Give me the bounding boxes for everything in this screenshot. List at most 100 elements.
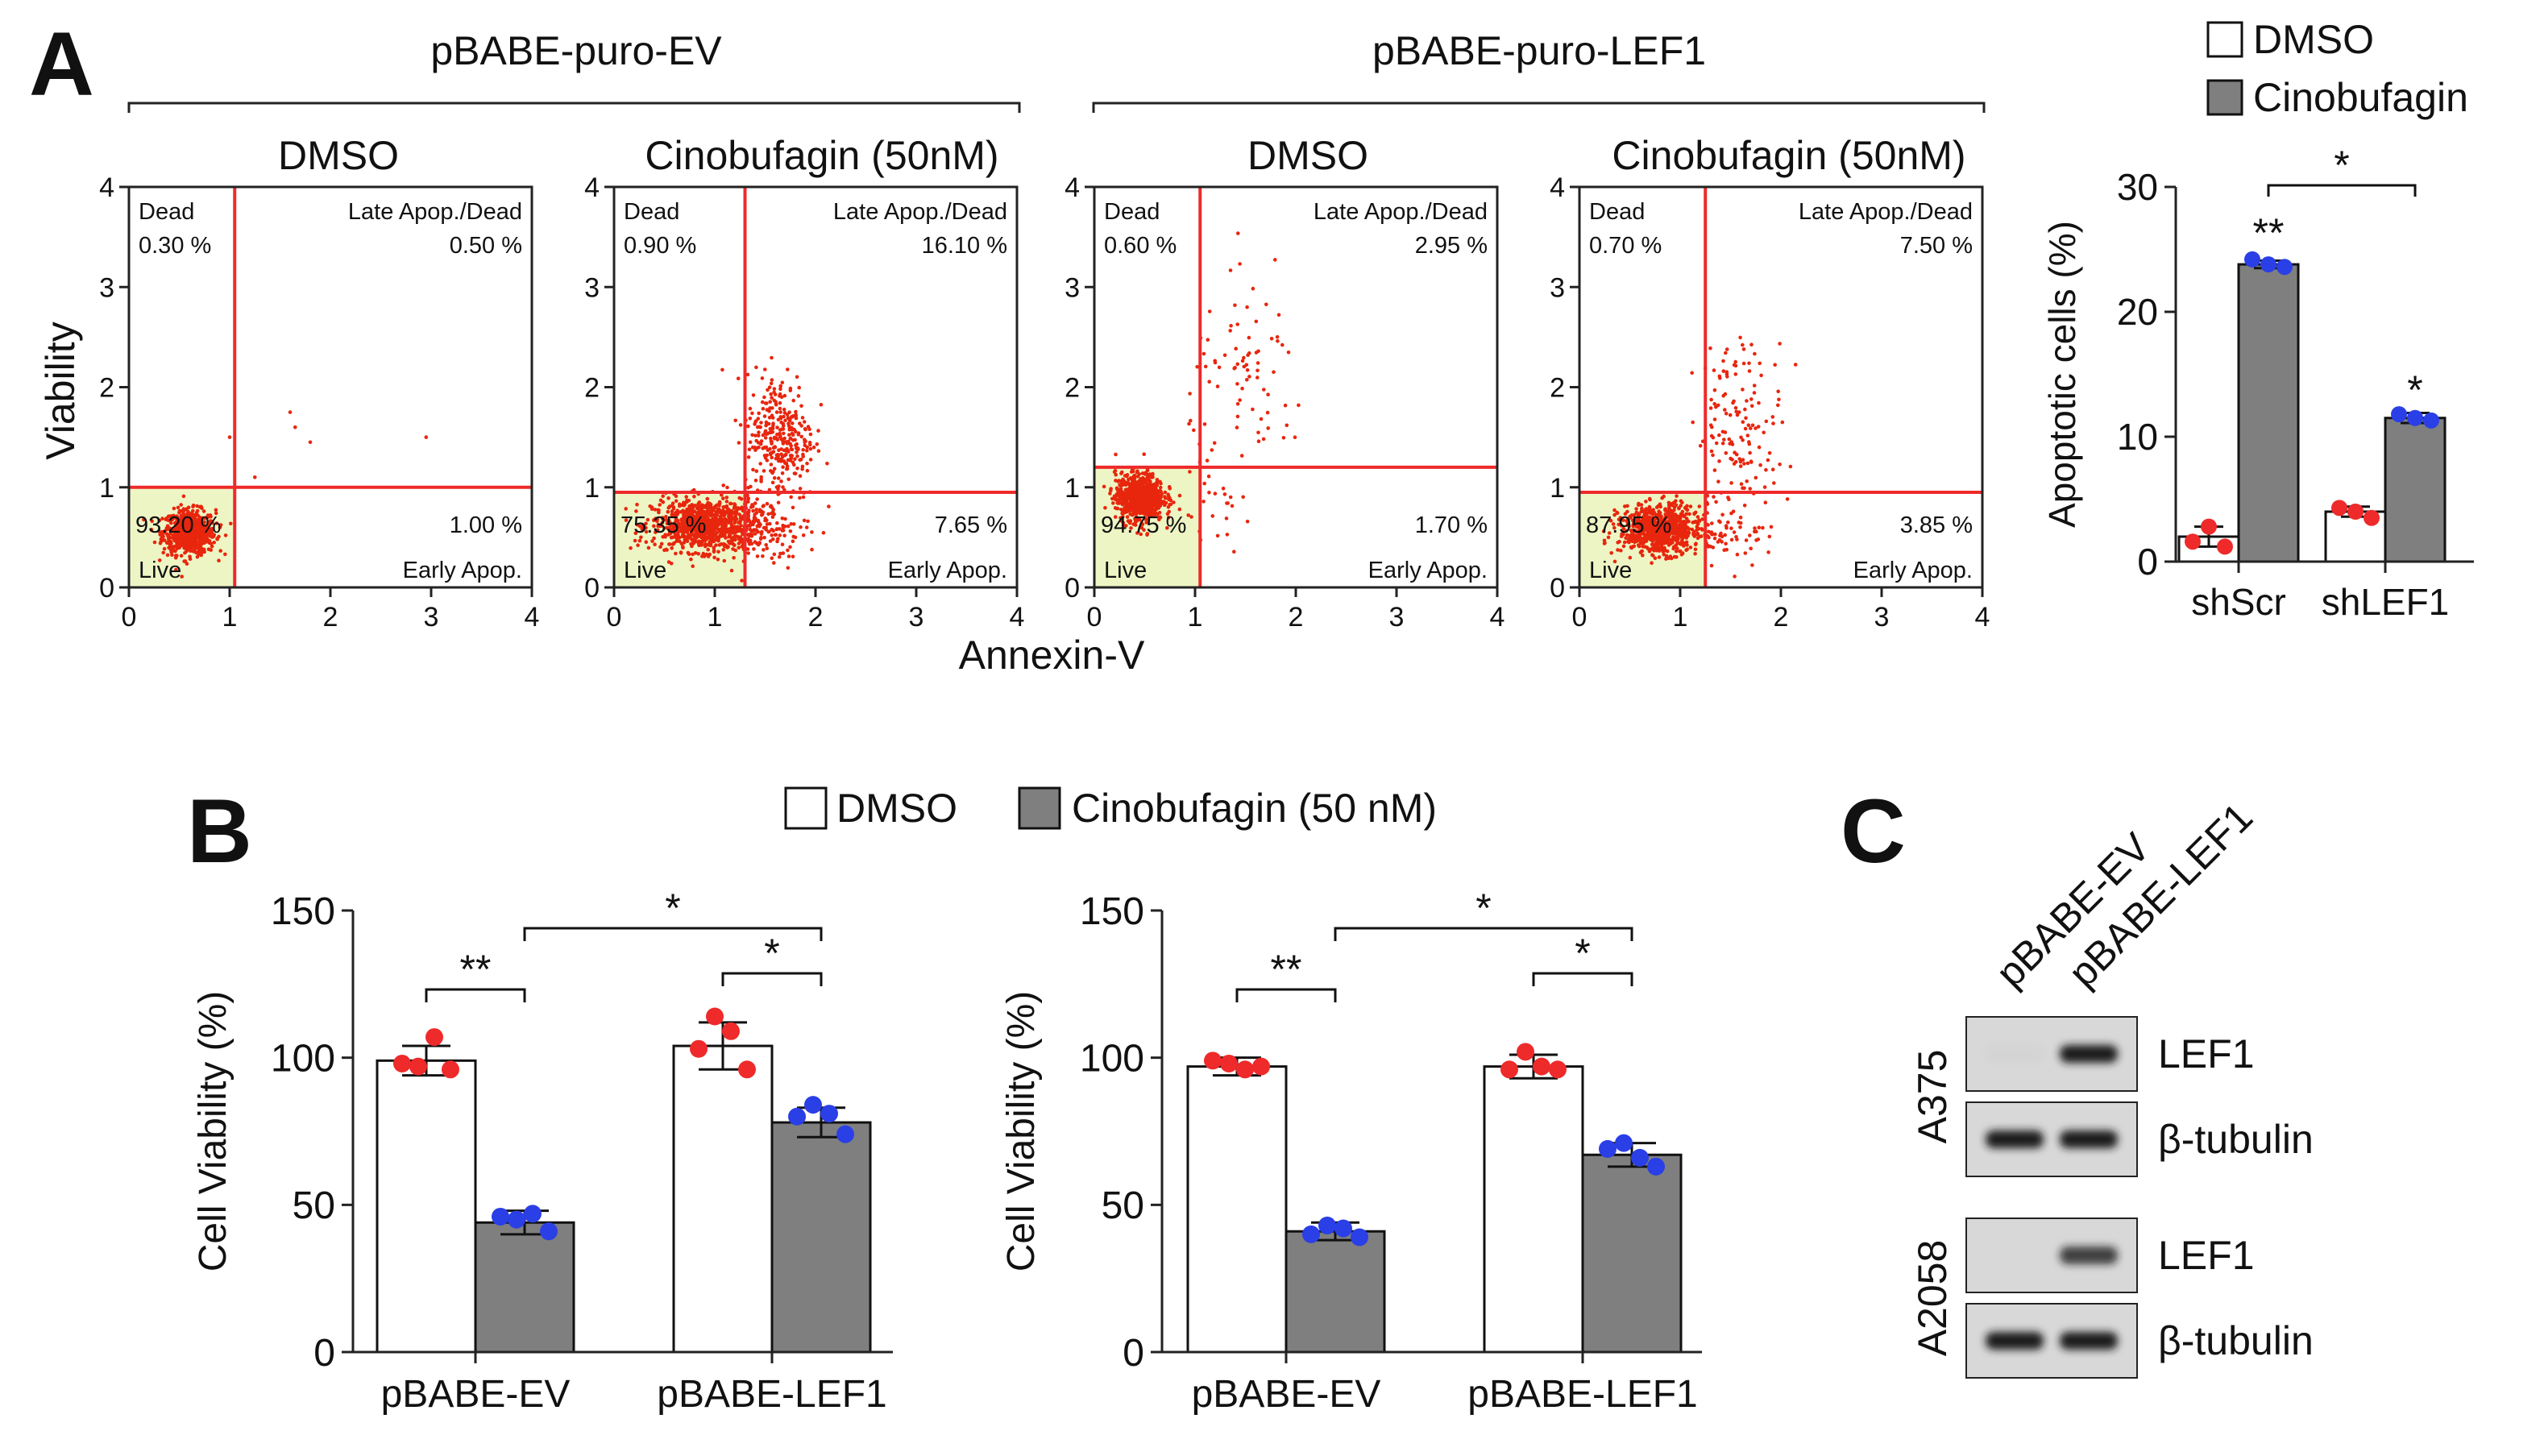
event-dot [1639,549,1644,554]
event-dot [708,518,712,523]
event-dot [1164,500,1168,505]
y-tick-label: 1 [1065,473,1080,504]
event-dot [749,533,754,537]
event-dot [1753,526,1757,530]
event-dot [683,509,688,514]
event-dot [782,533,786,537]
event-dot [1611,522,1616,526]
data-point [1318,1216,1336,1234]
bar [770,1121,872,1354]
event-dot [757,430,761,434]
event-dot [1747,440,1751,444]
event-dot [762,395,766,400]
event-dot [703,542,708,547]
event-dot [1131,499,1135,504]
event-dot [674,499,679,504]
event-dot [1677,528,1681,533]
event-dot [771,470,775,474]
event-dot [1691,531,1695,536]
event-dot [666,496,670,500]
event-dot [727,508,731,512]
event-dot [1756,537,1761,541]
event-dot [761,433,766,438]
significance-bracket [1532,972,1633,986]
event-dot [1674,543,1679,547]
event-dot [1135,531,1139,535]
event-dot [666,510,670,514]
event-dot [753,516,757,521]
event-dot [1131,522,1135,526]
event-dot [683,514,687,519]
event-dot [1128,512,1132,516]
protein-band [2060,1247,2118,1264]
facs-title: Cinobufagin (50nM) [645,133,998,178]
event-dot [805,468,810,473]
event-dot [1687,512,1691,516]
event-dot [1733,359,1737,364]
event-dot [1724,451,1729,455]
event-dot [201,547,206,552]
event-dot [1281,436,1286,440]
event-dot [785,446,789,451]
event-dot [782,448,786,453]
event-dot [746,513,751,518]
event-dot [1621,518,1625,522]
event-dot [1666,505,1671,510]
event-dot [170,553,174,557]
event-dot [1636,520,1640,525]
event-dot [669,562,674,566]
event-dot [1773,363,1777,367]
x-tick-label: 3 [1389,602,1405,633]
event-dot [1724,371,1729,376]
event-dot [666,518,671,523]
event-dot [215,537,220,541]
event-dot [636,543,640,547]
event-dot [667,542,672,546]
y-axis-label: Cell Viability (%) [192,991,234,1272]
event-dot [712,545,716,550]
event-dot [652,536,656,541]
event-dot [206,521,211,526]
event-dot [1754,475,1758,480]
event-dot [798,474,803,478]
event-dot [1617,522,1621,527]
x-tick-label: 2 [1774,602,1789,633]
event-dot [1659,514,1663,519]
quadrant-dead-label: Dead [139,199,194,225]
event-dot [739,524,743,528]
event-dot [1650,542,1654,546]
event-dot [1636,543,1641,547]
event-dot [1206,338,1210,342]
event-dot [171,545,176,549]
event-dot [757,445,761,450]
event-dot [714,543,718,547]
event-dot [690,542,695,546]
event-dot [781,421,786,426]
event-dot [1139,496,1144,500]
event-dot [803,440,807,445]
event-dot [1647,549,1652,554]
event-dot [650,539,654,543]
event-dot [713,523,718,528]
event-dot [1207,380,1211,384]
event-dot [811,445,816,450]
event-dot [1177,493,1182,498]
event-dot [1631,530,1635,534]
event-dot [1668,515,1672,519]
event-dot [1154,502,1158,507]
event-dot [1706,544,1711,548]
event-dot [1615,510,1619,515]
significance-bracket [425,988,526,1002]
significance-label: ** [1271,947,1302,992]
event-dot [711,533,715,537]
event-dot [1269,337,1274,341]
event-dot [1114,506,1119,511]
event-dot [1747,369,1752,373]
event-dot [167,518,171,523]
event-dot [1712,388,1717,392]
event-dot [728,539,733,544]
event-dot [1139,483,1143,487]
event-dot [159,537,164,541]
event-dot [1114,497,1119,502]
event-dot [1145,468,1150,472]
